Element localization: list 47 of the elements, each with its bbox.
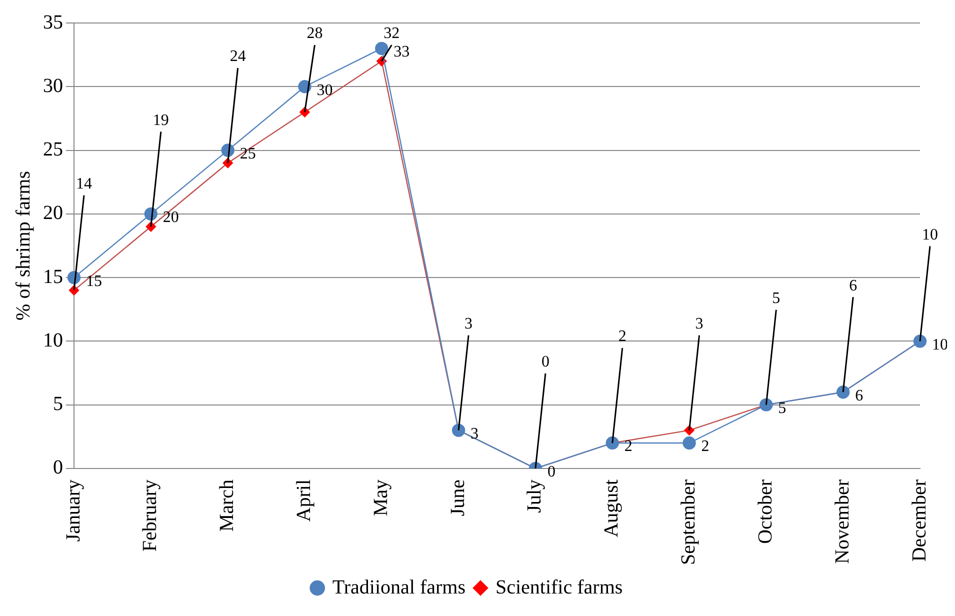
y-tick-label: 0 (53, 456, 63, 479)
y-tick-label: 35 (43, 11, 63, 34)
x-tick-label: August (600, 479, 623, 538)
x-tick-label: May (370, 479, 392, 516)
annotation: 14 (76, 175, 92, 192)
data-label: 33 (394, 44, 410, 61)
annotation: 24 (230, 48, 246, 66)
annotation: 0 (541, 354, 550, 371)
x-tick-label: December (908, 479, 930, 562)
annotation: 6 (849, 277, 858, 294)
point (375, 42, 388, 56)
legend-label: Tradiional farms (332, 576, 466, 598)
x-tick-label: June (446, 479, 469, 516)
annotation: 3 (464, 315, 473, 332)
data-label: 5 (778, 400, 786, 418)
data-label: 6 (855, 387, 864, 404)
data-label: 0 (547, 464, 556, 481)
annotation: 32 (384, 25, 400, 42)
y-tick-label: 10 (43, 329, 63, 352)
y-tick-label: 20 (43, 202, 63, 224)
annotation: 5 (772, 290, 780, 308)
annotation: 28 (306, 25, 323, 42)
x-tick-label: March (216, 479, 238, 532)
data-label: 30 (316, 82, 333, 99)
data-label: 2 (624, 438, 632, 456)
y-tick-label: 30 (43, 74, 63, 97)
x-tick-label: February (139, 479, 162, 552)
x-tick-label: April (292, 479, 315, 522)
x-tick-label: November (831, 479, 854, 564)
data-label: 25 (240, 145, 256, 162)
y-tick-label: 25 (43, 138, 63, 161)
y-tick-label: 5 (53, 393, 63, 416)
annotation: 2 (618, 328, 626, 346)
annotation: 10 (922, 226, 938, 244)
data-label: 20 (162, 209, 179, 226)
point (682, 436, 696, 450)
legend-label: Scientific farms (495, 576, 623, 598)
data-label: 2 (701, 438, 710, 456)
x-tick-label: January (62, 479, 84, 542)
x-tick-label: October (754, 479, 776, 544)
annotation: 3 (695, 315, 704, 332)
x-tick-label: July (524, 479, 546, 513)
x-tick-label: September (678, 479, 700, 566)
y-tick-label: 15 (43, 266, 63, 288)
data-label: 15 (86, 272, 102, 290)
annotation: 19 (152, 112, 169, 129)
y-axis-title: % of shrimp farms (12, 170, 34, 320)
